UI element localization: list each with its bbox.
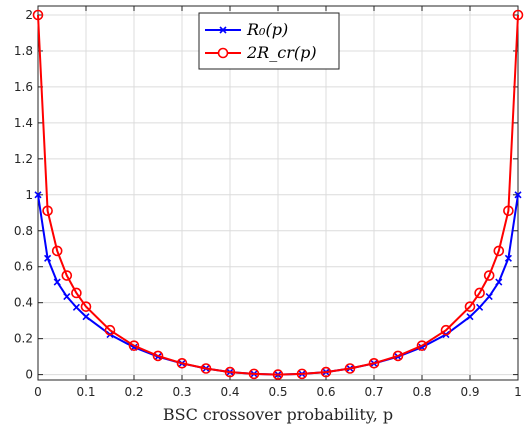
y-tick-label: 0.6 [14, 260, 33, 274]
y-tick-label: 1 [25, 188, 33, 202]
legend-marker-circle [217, 47, 229, 59]
data-point-x [476, 303, 484, 311]
data-point-circle [296, 368, 308, 380]
data-point-circle [344, 363, 356, 374]
data-point-circle [368, 357, 380, 369]
data-point-circle [392, 350, 404, 362]
data-point-circle [176, 357, 188, 369]
data-point-x [466, 313, 474, 321]
x-tick-label: 0.1 [76, 385, 95, 399]
data-point-x [72, 303, 80, 311]
data-point-x [485, 293, 493, 301]
y-tick-label: 1.8 [14, 44, 33, 58]
legend-label: 2R_cr(p) [246, 43, 317, 62]
legend-label: R₀(p) [246, 20, 288, 39]
legend-item-0: R₀(p) [205, 20, 288, 39]
data-point-circle [80, 301, 92, 312]
x-axis-title: BSC crossover probability, p [163, 405, 393, 424]
data-point-x [495, 278, 503, 286]
data-point-circle [320, 366, 332, 378]
data-point-x [504, 254, 512, 262]
x-tick-label: 0.2 [124, 385, 143, 399]
data-point-x [34, 191, 42, 199]
data-point-circle [416, 340, 428, 351]
x-tick-label: 0.8 [412, 385, 431, 399]
y-tick-label: 2 [25, 8, 33, 22]
data-point-circle [104, 324, 116, 336]
y-tick-label: 0.4 [14, 296, 33, 310]
legend-item-1: 2R_cr(p) [205, 43, 317, 62]
data-point-circle [483, 270, 495, 281]
x-tick-label: 0.9 [460, 385, 479, 399]
data-point-x [53, 278, 61, 286]
y-tick-label: 0.2 [14, 332, 33, 346]
x-tick-label: 0.3 [172, 385, 191, 399]
data-point-circle [51, 245, 63, 257]
x-tick-label: 0 [34, 385, 42, 399]
data-point-circle [474, 287, 485, 299]
x-tick-label: 0.6 [316, 385, 335, 399]
data-point-circle [32, 9, 44, 21]
y-tick-label: 1.4 [14, 116, 33, 130]
y-tick-label: 1.6 [14, 80, 33, 94]
data-point-x [44, 254, 52, 262]
data-point-circle [128, 340, 140, 351]
x-tick-label: 0.4 [220, 385, 239, 399]
legend-box [198, 12, 340, 70]
legend-marker-x [219, 26, 227, 34]
y-tick-label: 0 [25, 368, 33, 382]
data-point-circle [493, 245, 505, 257]
legend: R₀(p) 2R_cr(p) [198, 12, 340, 70]
data-point-circle [61, 270, 73, 281]
data-point-x [63, 293, 71, 301]
series-layer [32, 9, 524, 380]
data-point-circle [71, 287, 82, 299]
y-tick-label: 0.8 [14, 224, 33, 238]
data-point-circle [440, 324, 452, 336]
x-tick-label: 0.7 [364, 385, 383, 399]
data-point-circle [512, 9, 524, 21]
data-point-x [514, 191, 522, 199]
data-point-circle [42, 205, 53, 217]
data-point-circle [200, 363, 212, 374]
data-point-circle [224, 366, 236, 378]
x-tick-label: 1 [514, 385, 522, 399]
data-point-circle [152, 350, 164, 362]
series-line [37, 14, 519, 376]
x-tick-label: 0.5 [268, 385, 287, 399]
series-1 [32, 9, 524, 380]
data-point-circle [464, 301, 476, 312]
data-point-circle [272, 369, 284, 380]
data-point-circle [248, 368, 260, 380]
data-point-x [82, 313, 90, 321]
y-tick-label: 1.2 [14, 152, 33, 166]
data-point-circle [503, 205, 514, 217]
axis-ticks: 0 0.1 0.2 0.3 0.4 0.5 0.6 0.7 0.8 0.9 1 0 0.2 0.4 0.6 0… [14, 6, 522, 399]
